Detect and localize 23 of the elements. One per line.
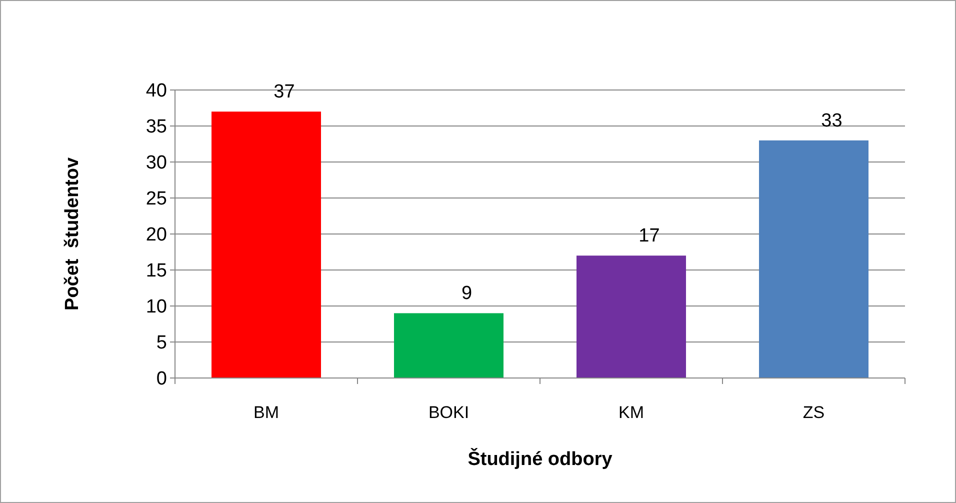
data-label: 17 [638, 226, 660, 247]
x-axis-title: Študijné odbory [468, 447, 613, 470]
x-tick-label: BOKI [428, 403, 470, 422]
y-tick-label: 10 [146, 296, 167, 318]
y-tick-label: 40 [146, 80, 167, 102]
x-tick-label: ZS [802, 403, 825, 422]
y-tick-label: 15 [146, 260, 167, 282]
data-label: 33 [821, 110, 842, 132]
data-label: 9 [461, 283, 472, 304]
bar [212, 112, 321, 378]
y-tick-label: 25 [146, 188, 167, 210]
y-tick-label: 35 [146, 116, 167, 138]
y-tick-label: 5 [156, 332, 167, 354]
bar [394, 313, 504, 378]
data-label: 37 [274, 82, 295, 103]
y-tick-label: 30 [146, 152, 167, 174]
y-axis-title: Počet študentov [62, 157, 83, 311]
x-tick-label: KM [618, 403, 644, 422]
bar [576, 256, 686, 378]
y-tick-label: 0 [156, 368, 167, 390]
y-tick-label: 20 [146, 224, 167, 246]
bar [759, 140, 868, 378]
x-tick-label: BM [254, 403, 279, 422]
